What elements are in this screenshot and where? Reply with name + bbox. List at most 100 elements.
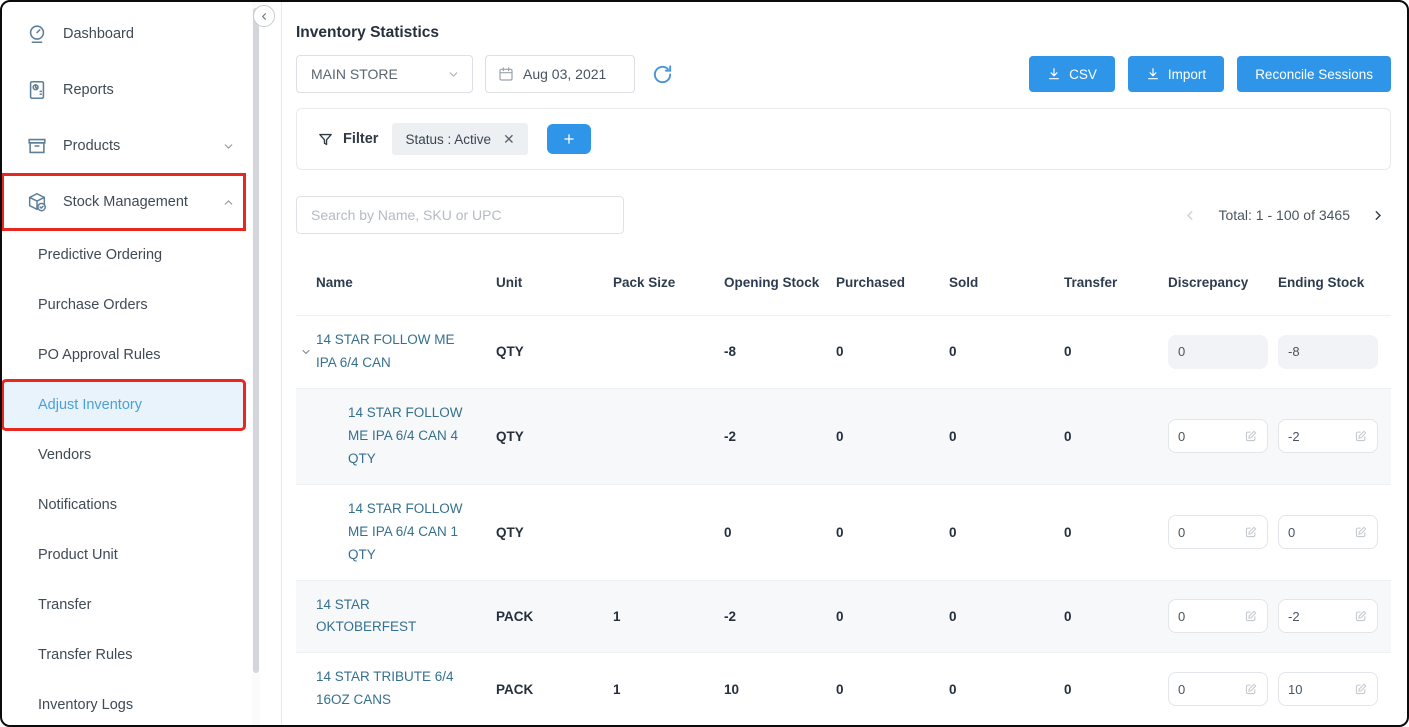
refresh-button[interactable]	[649, 61, 676, 88]
ending-stock-input[interactable]	[1288, 608, 1354, 624]
product-name-link[interactable]: 14 STAR FOLLOW ME IPA 6/4 CAN	[316, 332, 455, 370]
import-button-label: Import	[1167, 66, 1207, 82]
ending-stock-input-box	[1278, 599, 1378, 634]
sidebar-subitem-label: Notifications	[38, 497, 117, 513]
product-name-link[interactable]: 14 STAR TRIBUTE 6/4 16OZ CANS	[316, 669, 454, 708]
edit-icon	[1244, 525, 1258, 539]
reconcile-sessions-button[interactable]: Reconcile Sessions	[1237, 56, 1391, 92]
pagination-prev-button[interactable]	[1181, 206, 1200, 225]
import-button[interactable]: Import	[1127, 56, 1225, 92]
column-header-ending-stock: Ending Stock	[1278, 274, 1365, 290]
chevron-down-icon	[447, 68, 460, 81]
ending-stock-input-box	[1278, 672, 1378, 707]
column-header-pack-size: Pack Size	[613, 274, 676, 290]
discrepancy-input[interactable]	[1178, 524, 1244, 540]
calendar-icon	[498, 66, 514, 82]
discrepancy-input-box	[1168, 515, 1268, 550]
sidebar-item-label: Products	[63, 138, 121, 154]
sidebar-item-transfer[interactable]: Transfer	[2, 580, 245, 630]
name-cell: 14 STAR FOLLOW ME IPA 6/4 CAN 1 QTY	[296, 485, 496, 580]
sidebar-item-dashboard[interactable]: Dashboard	[2, 6, 245, 62]
discrepancy-input[interactable]	[1178, 681, 1244, 697]
name-cell: 14 STAR OKTOBERFEST	[296, 581, 496, 653]
sidebar-item-reports[interactable]: Products Reports	[2, 62, 245, 118]
sold-cell: 0	[949, 428, 957, 444]
product-name-link[interactable]: 14 STAR FOLLOW ME IPA 6/4 CAN 1 QTY	[348, 500, 463, 562]
sidebar-item-transfer-rules[interactable]: Transfer Rules	[2, 630, 245, 680]
purchased-cell: 0	[836, 428, 844, 444]
filter-chip-status[interactable]: Status : Active ✕	[392, 123, 528, 155]
sold-cell: 0	[949, 524, 957, 540]
store-select[interactable]: MAIN STORE	[296, 55, 473, 93]
opening-stock-cell: 10	[724, 681, 740, 697]
pack-size-cell: 1	[613, 608, 621, 624]
stock-management-icon	[26, 191, 48, 213]
sidebar-item-predictive-ordering[interactable]: Predictive Ordering	[2, 230, 245, 280]
sold-cell: 0	[949, 608, 957, 624]
product-name-link[interactable]: 14 STAR OKTOBERFEST	[316, 596, 417, 635]
chevron-up-icon	[222, 196, 235, 209]
opening-stock-cell: -8	[724, 344, 737, 360]
download-icon	[1146, 67, 1160, 81]
reconcile-button-label: Reconcile Sessions	[1255, 66, 1373, 82]
search-input[interactable]	[296, 196, 624, 234]
ending-stock-cell	[1278, 419, 1391, 454]
inventory-table: Name Unit Pack Size Opening Stock Purcha…	[296, 250, 1391, 725]
add-filter-button[interactable]	[546, 124, 591, 154]
unit-cell: QTY	[496, 344, 524, 360]
table-header: Name Unit Pack Size Opening Stock Purcha…	[296, 250, 1391, 316]
sidebar-item-stock-management[interactable]: Stock Management	[2, 173, 246, 231]
purchased-cell: 0	[836, 344, 844, 360]
ending-stock-input[interactable]	[1288, 428, 1354, 444]
edit-icon	[1354, 429, 1368, 443]
discrepancy-cell	[1168, 672, 1278, 707]
sidebar-item-inventory-logs[interactable]: Inventory Logs	[2, 680, 245, 725]
name-cell: 14 STAR TRIBUTE 6/4 16OZ CANS	[296, 653, 496, 725]
sidebar-scrollbar[interactable]	[252, 2, 260, 725]
column-header-opening-stock: Opening Stock	[724, 274, 820, 290]
scrollbar-thumb[interactable]	[253, 8, 259, 674]
close-icon[interactable]: ✕	[503, 131, 515, 147]
sold-cell: 0	[949, 344, 957, 360]
csv-button[interactable]: CSV	[1029, 56, 1115, 92]
sidebar-collapse-button[interactable]	[253, 5, 275, 27]
ending-stock-input-box	[1278, 334, 1378, 369]
discrepancy-input-box	[1168, 419, 1268, 454]
opening-stock-cell: -2	[724, 428, 737, 444]
column-header-unit: Unit	[496, 274, 523, 290]
sidebar-item-adjust-inventory[interactable]: Adjust Inventory	[2, 379, 246, 431]
product-name-link[interactable]: 14 STAR FOLLOW ME IPA 6/4 CAN 4 QTY	[348, 404, 463, 466]
dashboard-icon	[26, 23, 48, 45]
sidebar-item-label: Stock Management	[63, 194, 188, 210]
sidebar: Dashboard Products Reports Products Stoc…	[2, 2, 260, 725]
ending-stock-cell	[1278, 334, 1391, 369]
discrepancy-input-box	[1168, 672, 1268, 707]
sidebar-item-notifications[interactable]: Notifications	[2, 480, 245, 530]
row-expand-icon[interactable]	[300, 346, 312, 358]
reports-icon	[26, 79, 48, 101]
sidebar-item-po-approval-rules[interactable]: PO Approval Rules	[2, 330, 245, 380]
sidebar-item-products[interactable]: Products	[2, 118, 245, 174]
sidebar-item-purchase-orders[interactable]: Purchase Orders	[2, 280, 245, 330]
filter-funnel-icon	[317, 131, 334, 148]
sidebar-item-vendors[interactable]: Vendors	[2, 430, 245, 480]
pack-size-cell: 1	[613, 681, 621, 697]
sold-cell: 0	[949, 681, 957, 697]
sidebar-item-product-unit[interactable]: Product Unit	[2, 530, 245, 580]
page-title: Inventory Statistics	[296, 24, 439, 41]
date-picker[interactable]: Aug 03, 2021	[485, 55, 635, 93]
discrepancy-cell	[1168, 515, 1278, 550]
edit-icon	[1354, 525, 1368, 539]
opening-stock-cell: 0	[724, 524, 732, 540]
ending-stock-input[interactable]	[1288, 524, 1354, 540]
discrepancy-input[interactable]	[1178, 608, 1244, 624]
filter-bar: Filter Status : Active ✕	[296, 108, 1391, 170]
discrepancy-input[interactable]	[1178, 428, 1244, 444]
table-row: 14 STAR FOLLOW ME IPA 6/4 CAN 4 QTY QTY …	[296, 388, 1391, 485]
ending-stock-input[interactable]	[1288, 681, 1354, 697]
edit-icon	[1244, 682, 1258, 696]
sidebar-item-label: Reports	[63, 82, 114, 98]
pagination-next-button[interactable]	[1368, 206, 1387, 225]
chevron-down-icon	[222, 140, 235, 153]
sidebar-subitem-label: PO Approval Rules	[38, 347, 161, 363]
